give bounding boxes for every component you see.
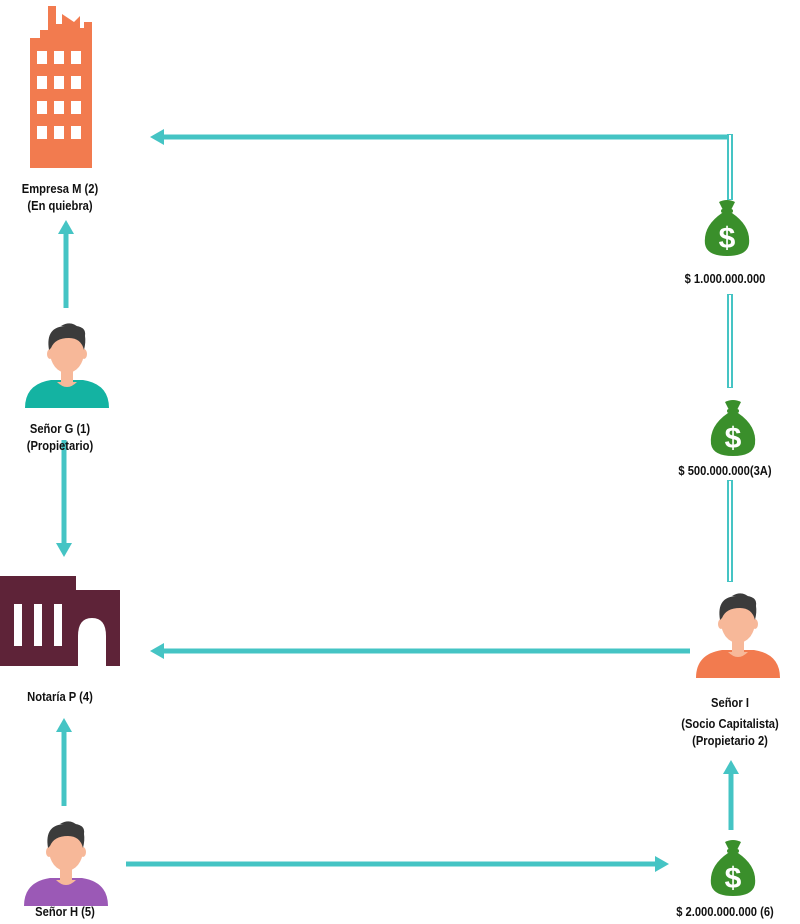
arrow-g-to-notaria [56, 440, 72, 557]
person-icon [24, 821, 108, 906]
arrow-h-to-money [126, 856, 669, 872]
money-3-amount: $ 2.000.000.000 (6) [676, 904, 774, 919]
money-bag-icon [704, 200, 750, 256]
arrow-g-to-empresa [58, 220, 74, 308]
senor-i-role: (Socio Capitalista) [681, 716, 779, 731]
senor-i-label: Señor I (Socio Capitalista) (Propietario… [670, 694, 790, 749]
money-2-amount: $ 500.000.000(3A) [678, 463, 772, 478]
arrow-to-empresa [150, 129, 727, 145]
office-building-icon [30, 6, 92, 168]
senor-h-name: Señor H (5) [35, 904, 95, 919]
senor-h-label: Señor H (5) [9, 903, 121, 920]
arrows [56, 129, 739, 872]
money-3-label: $ 2.000.000.000 (6) [661, 903, 790, 920]
empresa-name: Empresa M (2) [21, 181, 99, 196]
money-2-label: $ 500.000.000(3A) [661, 462, 790, 479]
arrow-money-to-i [723, 760, 739, 830]
money-bag-icon [710, 400, 756, 456]
senor-i-owner: (Propietario 2) [692, 733, 768, 748]
senor-g-label: Señor G (1) (Propietario) [8, 420, 111, 454]
notaria-label: Notaría P (4) [8, 688, 111, 705]
empresa-label: Empresa M (2) (En quiebra) [8, 180, 111, 214]
person-icon [696, 593, 780, 678]
notary-building-icon [0, 576, 120, 666]
empresa-status: (En quiebra) [27, 198, 93, 213]
senor-g-role: (Propietario) [26, 438, 94, 453]
money-1-label: $ 1.000.000.000 [661, 270, 790, 287]
notaria-name: Notaría P (4) [27, 689, 93, 704]
arrow-h-to-notaria [56, 718, 72, 806]
money-1-amount: $ 1.000.000.000 [684, 271, 766, 286]
money-bag-icon [710, 840, 756, 896]
person-icon [25, 323, 109, 408]
senor-i-name: Señor I [711, 695, 749, 710]
senor-g-name: Señor G (1) [29, 421, 91, 436]
arrow-i-to-notaria [150, 643, 690, 659]
